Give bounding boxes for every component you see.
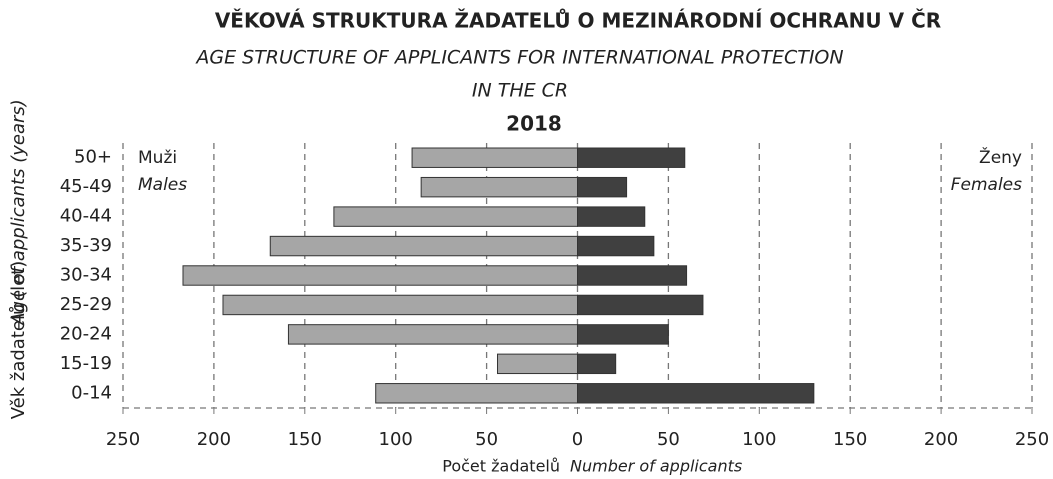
x-tick-label: 200 bbox=[197, 429, 231, 450]
bar bbox=[333, 206, 578, 227]
y-tick-label: 30-34 bbox=[60, 265, 112, 286]
bar bbox=[577, 265, 688, 286]
bar bbox=[577, 147, 686, 168]
bar bbox=[497, 353, 578, 375]
x-tick-label: 150 bbox=[288, 429, 322, 450]
chart-title: VĚKOVÁ STRUKTURA ŽADATELŮ O MEZINÁRODNÍ … bbox=[215, 9, 941, 33]
x-tick-label: 200 bbox=[924, 429, 958, 450]
y-tick-label: 0-14 bbox=[71, 382, 112, 403]
y-tick-label: 20-24 bbox=[60, 323, 112, 344]
bar bbox=[577, 383, 815, 404]
x-tick-label: 50 bbox=[475, 429, 498, 450]
x-axis-label-en: Number of applicants bbox=[570, 457, 742, 476]
bar bbox=[577, 206, 646, 227]
bar bbox=[269, 235, 578, 257]
x-tick-label: 50 bbox=[657, 429, 680, 450]
y-tick-label: 40-44 bbox=[60, 206, 112, 227]
x-tick-label: 100 bbox=[379, 429, 413, 450]
bar bbox=[577, 324, 669, 345]
y-axis-label: Age of applicants (years) bbox=[8, 99, 29, 326]
x-tick-label: 100 bbox=[742, 429, 776, 450]
y-axis-label: Věk žadatelů (let) bbox=[8, 261, 29, 420]
chart-subtitle: AGE STRUCTURE OF APPLICANTS FOR INTERNAT… bbox=[194, 47, 843, 69]
bar bbox=[411, 147, 579, 168]
bar bbox=[287, 324, 578, 345]
y-tick-label: 35-39 bbox=[60, 235, 112, 256]
x-tick-label: 250 bbox=[1015, 429, 1049, 450]
chart-subtitle: IN THE CR bbox=[472, 80, 568, 102]
y-axis-label-en: Age of applicants (years) bbox=[8, 99, 29, 326]
x-tick-label: 0 bbox=[572, 429, 583, 450]
y-tick-label: 45-49 bbox=[60, 176, 112, 197]
bar bbox=[577, 294, 704, 316]
annotation: Ženy bbox=[979, 146, 1022, 168]
bar bbox=[577, 353, 617, 375]
bar bbox=[375, 383, 578, 404]
bar bbox=[577, 235, 655, 257]
bar bbox=[577, 176, 628, 198]
x-tick-label: 250 bbox=[106, 429, 140, 450]
bar bbox=[420, 176, 579, 198]
annotation: Muži bbox=[138, 148, 177, 168]
annotation: Females bbox=[951, 175, 1022, 195]
annotation: Males bbox=[138, 175, 187, 195]
y-tick-label: 15-19 bbox=[60, 353, 112, 374]
y-tick-label: 25-29 bbox=[60, 294, 112, 315]
x-tick-label: 150 bbox=[833, 429, 867, 450]
x-axis-label: Počet žadatelů bbox=[442, 457, 560, 476]
chart-year: 2018 bbox=[506, 112, 562, 136]
bar bbox=[182, 265, 579, 286]
bar bbox=[222, 294, 579, 316]
y-tick-label: 50+ bbox=[74, 147, 112, 168]
